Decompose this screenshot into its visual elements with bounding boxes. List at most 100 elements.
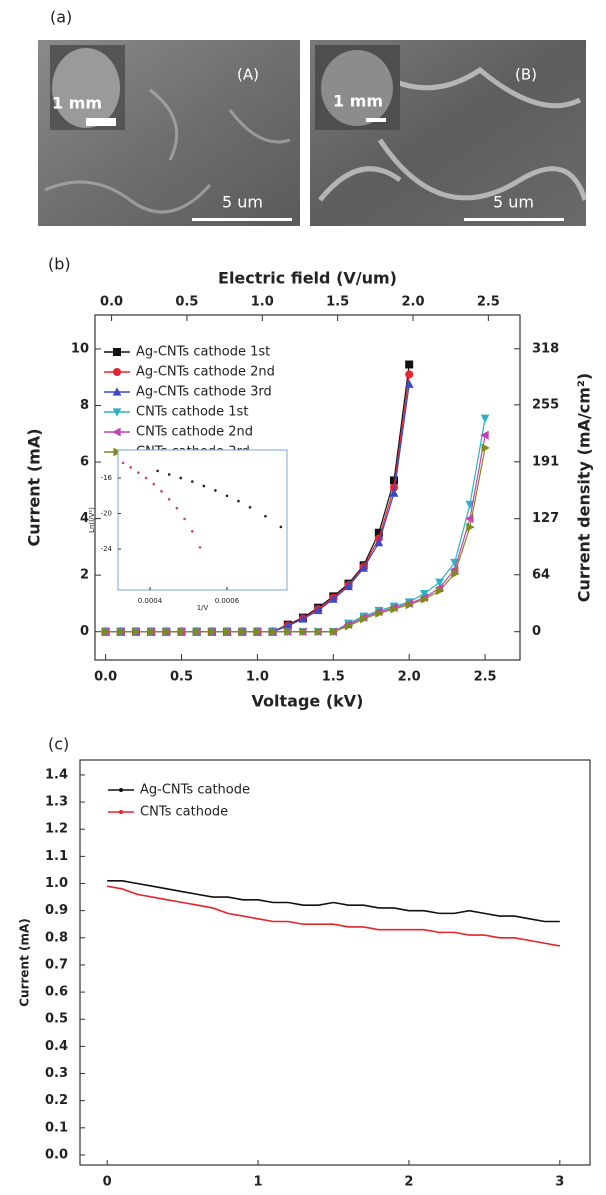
y-tick-label: 2 bbox=[80, 568, 89, 583]
marker bbox=[137, 471, 140, 474]
x2-tick-label: 0.5 bbox=[175, 295, 198, 310]
marker bbox=[190, 480, 194, 483]
marker bbox=[313, 605, 323, 615]
marker bbox=[177, 627, 187, 637]
series-line bbox=[107, 885, 560, 947]
x2-tick-label: 0.0 bbox=[100, 295, 123, 310]
marker bbox=[283, 621, 293, 630]
marker bbox=[435, 578, 444, 588]
x-tick-label: 0.0004 bbox=[138, 597, 163, 605]
y-axis-title: Current (mA) bbox=[18, 918, 32, 1007]
marker bbox=[160, 490, 163, 493]
y-tick-label: 0.8 bbox=[45, 930, 68, 945]
y-tick-label: 8 bbox=[80, 398, 89, 413]
x-axis-title: 1/V bbox=[197, 604, 209, 612]
scale-label: 5 um bbox=[493, 193, 534, 212]
y-tick-label: 0.3 bbox=[45, 1066, 68, 1081]
marker bbox=[202, 484, 206, 488]
marker bbox=[179, 476, 183, 480]
marker bbox=[121, 461, 125, 465]
legend-dot bbox=[119, 788, 123, 792]
legend-label: Ag-CNTs cathode 1st bbox=[136, 345, 270, 360]
x2-tick-label: 1.5 bbox=[326, 295, 349, 310]
marker bbox=[344, 621, 354, 631]
x-tick-label: 0.0006 bbox=[215, 597, 240, 605]
marker bbox=[298, 614, 308, 623]
marker bbox=[175, 506, 179, 510]
marker bbox=[112, 408, 122, 417]
y2-tick-label: 64 bbox=[532, 567, 550, 582]
legend-label: Ag-CNTs cathode bbox=[140, 783, 250, 798]
y-tick-label: 0.7 bbox=[45, 957, 68, 972]
marker bbox=[167, 473, 171, 476]
y-tick-label: -20 bbox=[101, 510, 112, 518]
marker bbox=[451, 569, 460, 579]
marker bbox=[419, 589, 429, 599]
x-tick-label: 2.0 bbox=[398, 670, 421, 685]
marker bbox=[112, 427, 121, 437]
marker bbox=[193, 627, 202, 637]
plot-frame bbox=[117, 449, 288, 591]
y-tick-label: 1.1 bbox=[45, 849, 68, 864]
marker bbox=[284, 627, 293, 637]
marker bbox=[465, 500, 475, 510]
y-tick-label: 10 bbox=[71, 341, 89, 356]
y2-tick-label: 0 bbox=[532, 624, 541, 639]
marker bbox=[405, 370, 414, 379]
marker bbox=[360, 614, 369, 624]
scale-label: 5 um bbox=[222, 193, 263, 212]
marker bbox=[238, 627, 248, 637]
inset-scale: 1 mm bbox=[333, 92, 383, 111]
series-line bbox=[107, 879, 560, 923]
marker bbox=[404, 379, 414, 388]
marker bbox=[208, 627, 217, 637]
marker bbox=[405, 600, 414, 610]
marker bbox=[248, 506, 252, 509]
marker bbox=[113, 368, 121, 376]
marker bbox=[405, 360, 414, 369]
x-tick-label: 2 bbox=[404, 1175, 413, 1190]
marker bbox=[279, 525, 283, 529]
y-tick-label: 0.1 bbox=[45, 1120, 68, 1135]
x2-axis-title: Electric field (V/um) bbox=[218, 269, 397, 288]
marker bbox=[167, 498, 171, 501]
legend-dot bbox=[119, 810, 123, 814]
marker bbox=[435, 586, 445, 596]
marker bbox=[152, 482, 156, 486]
marker bbox=[102, 627, 111, 637]
legend-label: Ag-CNTs cathode 2nd bbox=[136, 365, 275, 380]
plot-frame bbox=[94, 314, 521, 661]
marker bbox=[389, 488, 399, 497]
marker bbox=[375, 608, 384, 618]
marker bbox=[299, 627, 308, 637]
y-axis-title: Ln(I/V²) bbox=[88, 507, 96, 533]
marker bbox=[162, 627, 172, 637]
x-tick-label: 1.5 bbox=[322, 670, 345, 685]
marker bbox=[268, 627, 278, 637]
marker bbox=[214, 489, 217, 492]
y2-tick-label: 127 bbox=[532, 511, 559, 526]
marker bbox=[359, 563, 369, 572]
y-tick-label: 0.5 bbox=[45, 1012, 68, 1027]
y-tick-label: 1.0 bbox=[45, 876, 68, 891]
image-label: (B) bbox=[515, 66, 537, 84]
marker bbox=[390, 604, 399, 614]
marker bbox=[329, 627, 339, 637]
marker bbox=[344, 581, 353, 591]
marker bbox=[253, 627, 263, 637]
y-tick-label: 1.3 bbox=[45, 795, 68, 810]
y-tick-label: -16 bbox=[101, 474, 113, 482]
marker bbox=[480, 430, 489, 440]
x-tick-label: 0.0 bbox=[94, 670, 117, 685]
x-tick-label: 2.5 bbox=[474, 670, 497, 685]
x-axis-title: Voltage (kV) bbox=[252, 692, 364, 711]
legend-label: CNTs cathode 1st bbox=[136, 405, 248, 420]
x-tick-label: 3 bbox=[555, 1175, 564, 1190]
marker bbox=[481, 443, 490, 453]
sem-image bbox=[310, 40, 588, 226]
marker bbox=[390, 483, 399, 492]
y-tick-label: 0 bbox=[80, 624, 89, 639]
legend-label: CNTs cathode bbox=[140, 805, 228, 820]
y-tick-label: 1.4 bbox=[45, 767, 68, 782]
